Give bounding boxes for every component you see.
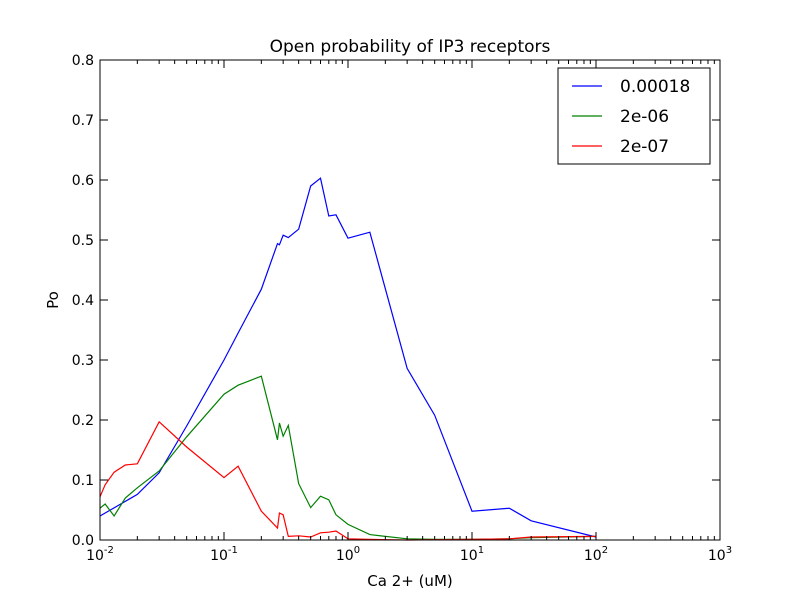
y-tick-label: 0.5 (72, 233, 94, 249)
x-tick-label: 10-1 (210, 545, 238, 564)
y-tick-label: 0.6 (72, 173, 94, 189)
y-tick-label: 0.8 (72, 53, 94, 69)
y-tick-label: 0.2 (72, 413, 94, 429)
y-axis-label: Po (44, 291, 62, 309)
x-axis-label: Ca 2+ (uM) (367, 572, 452, 590)
legend: 0.00018 2e-06 2e-07 (557, 67, 711, 165)
x-axis-ticks: 10-2 10-1 100 101 102 103 (86, 60, 732, 564)
y-tick-label: 0.7 (72, 113, 94, 129)
x-tick-label: 101 (460, 545, 484, 564)
chart-title: Open probability of IP3 receptors (270, 37, 551, 57)
y-tick-label: 0.3 (72, 353, 94, 369)
y-axis-ticks: 0.0 0.1 0.2 0.3 0.4 0.5 0.6 0.7 0.8 (72, 53, 720, 549)
series-line-1 (99, 375, 597, 540)
legend-label: 2e-07 (620, 137, 669, 157)
x-tick-label: 103 (708, 545, 732, 564)
x-tick-label: 100 (336, 545, 360, 564)
y-tick-label: 0.1 (72, 473, 94, 489)
legend-label: 2e-06 (620, 107, 669, 127)
series-line-0 (99, 177, 597, 538)
legend-label: 0.00018 (620, 77, 690, 97)
x-tick-label: 102 (584, 545, 608, 564)
y-tick-label: 0.4 (72, 293, 94, 309)
x-tick-label: 10-2 (86, 545, 114, 564)
y-tick-label: 0.0 (72, 533, 94, 549)
